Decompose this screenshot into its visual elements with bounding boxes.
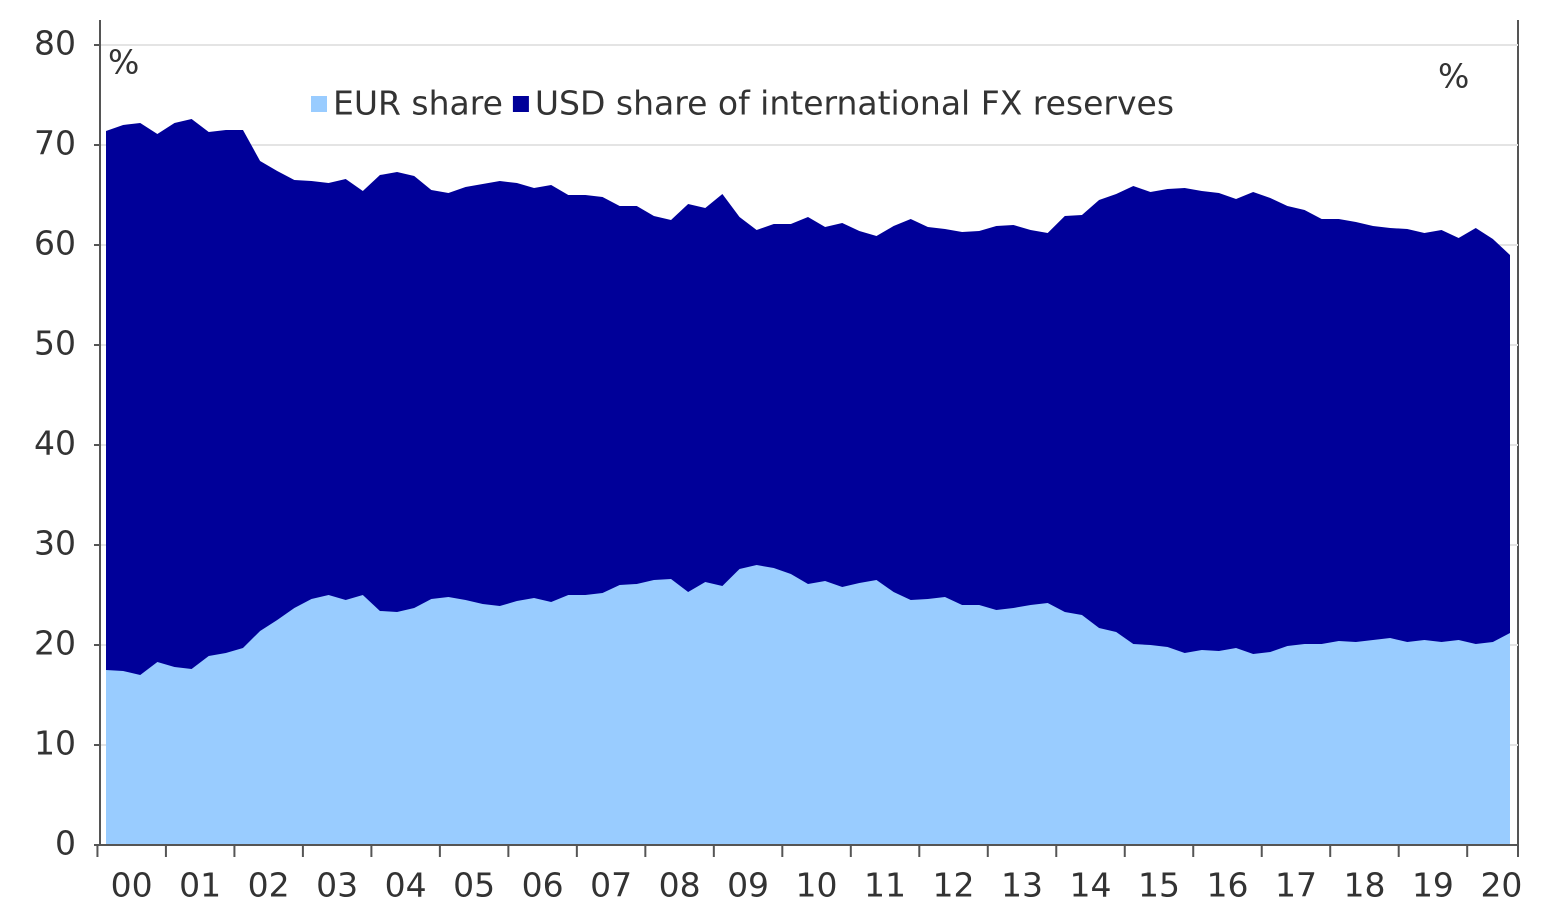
- y-tick-label: 30: [34, 524, 76, 563]
- x-tick-label: 15: [1138, 866, 1180, 905]
- x-tick-label: 16: [1206, 866, 1248, 905]
- legend-swatch: [512, 96, 529, 112]
- y-tick-label: 60: [34, 224, 76, 263]
- x-tick-label: 08: [659, 866, 701, 905]
- x-tick-label: 12: [933, 866, 975, 905]
- x-tick-label: 11: [864, 866, 906, 905]
- x-tick-label: 14: [1070, 866, 1112, 905]
- x-tick-label: 06: [522, 866, 564, 905]
- x-tick-label: 01: [179, 866, 221, 905]
- legend-label: USD share of international FX reserves: [535, 84, 1174, 123]
- area: [106, 565, 1510, 845]
- annotation: %: [1438, 57, 1469, 96]
- x-tick-label: 10: [796, 866, 838, 905]
- x-tick-label: 20: [1480, 866, 1522, 905]
- y-tick-label: 70: [34, 124, 76, 163]
- y-tick-label: 0: [55, 824, 76, 863]
- y-tick-label: 40: [34, 424, 76, 463]
- x-tick-label: 03: [316, 866, 358, 905]
- x-tick-label: 07: [590, 866, 632, 905]
- x-tick-label: 09: [727, 866, 769, 905]
- x-tick-label: 04: [385, 866, 427, 905]
- x-tick-label: 05: [453, 866, 495, 905]
- x-tick-label: 17: [1275, 866, 1317, 905]
- x-tick-label: 19: [1412, 866, 1454, 905]
- y-tick-label: 80: [34, 24, 76, 63]
- legend-swatch: [311, 96, 327, 112]
- legend-label: EUR share: [333, 84, 503, 123]
- x-tick-label: 18: [1343, 866, 1385, 905]
- y-tick-label: 20: [34, 624, 76, 663]
- x-tick-label: 13: [1001, 866, 1043, 905]
- y-tick-label: 50: [34, 324, 76, 363]
- x-tick-label: 02: [248, 866, 290, 905]
- x-tick-label: 00: [111, 866, 153, 905]
- annotation: %: [108, 43, 139, 82]
- y-tick-label: 10: [34, 724, 76, 763]
